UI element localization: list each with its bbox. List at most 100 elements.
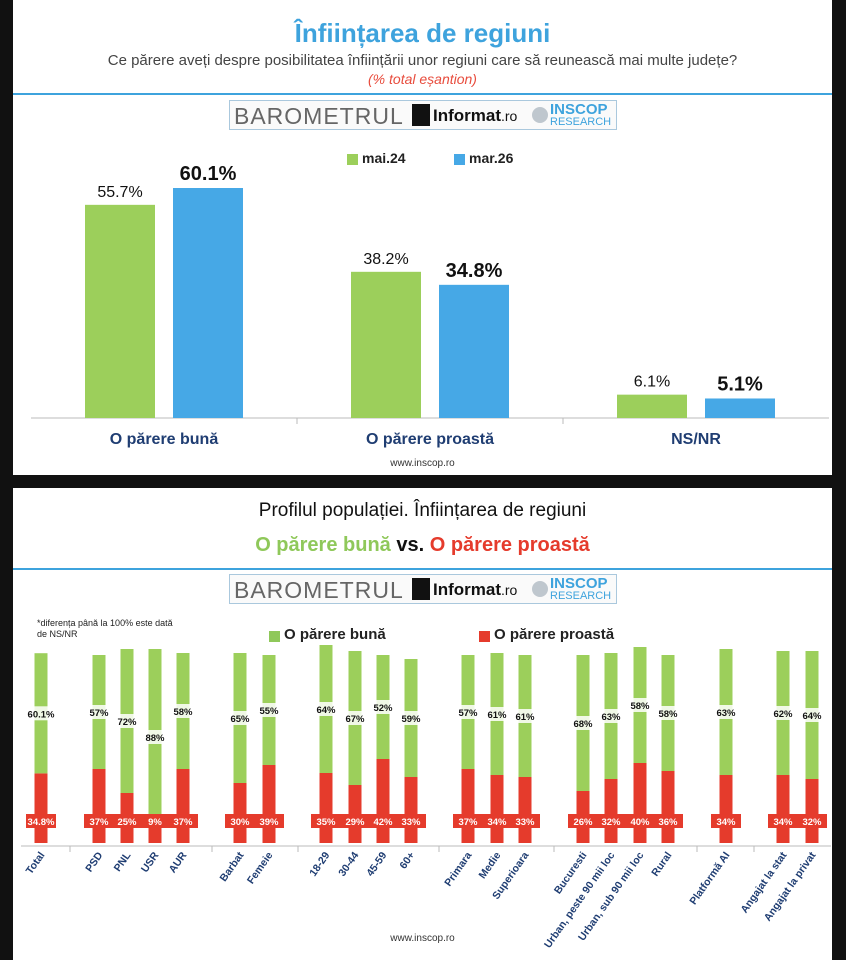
logo-informat-text: Informat.ro <box>433 106 518 125</box>
bar-bad <box>233 783 247 843</box>
bar-value-label: 38.2% <box>363 251 408 268</box>
bad-value-label: 32% <box>802 817 822 828</box>
good-value-label: 58% <box>658 709 678 720</box>
category-label: Angajat la privat <box>762 849 819 923</box>
good-value-label: 62% <box>773 709 793 720</box>
good-value-label: 65% <box>230 714 250 725</box>
value-label-bg <box>711 814 741 828</box>
value-label-bg <box>568 814 598 828</box>
bad-value-label: 9% <box>148 817 162 828</box>
chart-title: Înființarea de regiuni <box>294 18 551 48</box>
bar <box>173 188 243 418</box>
category-label: 60+ <box>397 850 417 871</box>
legend-label-mai24: mai.24 <box>362 150 406 166</box>
value-label-bg <box>625 698 655 712</box>
barometer-logo: BAROMETRUL Informat.ro INSCOP RESEARCH <box>229 100 617 130</box>
bar-chart-regions: O părere bună 55.7% 60.1% O părere proastă 3… <box>31 163 829 448</box>
value-label-bg <box>225 711 255 725</box>
good-value-label: 57% <box>89 708 109 719</box>
profile-title: Profilul populației. Înființarea de regi… <box>258 500 587 521</box>
bad-value-label: 34% <box>487 817 507 828</box>
value-label-bg <box>510 814 540 828</box>
bad-value-label: 37% <box>173 817 193 828</box>
legend-swatch-mai24 <box>347 154 358 165</box>
bar-bad <box>490 775 504 843</box>
bad-value-label: 34% <box>773 817 793 828</box>
good-value-label: 88% <box>145 733 165 744</box>
subtitle-bad: O părere proastă <box>429 534 590 556</box>
good-value-label: 55% <box>259 706 279 717</box>
bad-value-label: 35% <box>316 817 336 828</box>
value-label-bg <box>26 814 56 828</box>
bar-bad <box>518 777 532 843</box>
bar-bad <box>148 825 162 843</box>
logo-barometrul-text: BAROMETRUL <box>234 103 404 129</box>
source-url: www.inscop.ro <box>390 933 455 944</box>
category-label: PSD <box>83 849 105 874</box>
good-value-label: 57% <box>458 708 478 719</box>
good-value-label: 60.1% <box>28 709 55 720</box>
bad-value-label: 29% <box>345 817 365 828</box>
sample-note: (% total eșantion) <box>368 71 477 87</box>
bad-value-label: 25% <box>117 817 137 828</box>
informat-logo-icon <box>412 104 430 126</box>
subtitle-vs: vs. <box>390 534 430 556</box>
value-label-bg <box>84 705 114 719</box>
good-value-label: 58% <box>630 701 650 712</box>
bad-value-label: 33% <box>515 817 535 828</box>
bar <box>351 271 421 418</box>
bad-value-label: 34% <box>716 817 736 828</box>
bar-bad <box>604 779 618 843</box>
legend-label-bad: O părere proastă <box>494 626 615 643</box>
good-value-label: 63% <box>601 712 621 723</box>
value-label-bg <box>396 814 426 828</box>
good-value-label: 64% <box>802 711 822 722</box>
good-value-label: 68% <box>573 719 593 730</box>
value-label-bg <box>340 711 370 725</box>
value-label-bg <box>368 700 398 714</box>
bar-bad <box>92 769 106 843</box>
value-label-bg <box>625 814 655 828</box>
value-label-bg <box>168 814 198 828</box>
category-label: O părere proastă <box>366 431 494 448</box>
category-label: Rural <box>649 850 674 879</box>
legend-label-good: O părere bună <box>284 626 386 643</box>
header-divider <box>13 568 832 570</box>
logo-research-text: RESEARCH <box>550 590 612 602</box>
category-label: NS/NR <box>671 431 721 448</box>
good-value-label: 61% <box>515 712 535 723</box>
value-label-bg <box>140 730 170 744</box>
value-label-bg <box>482 707 512 721</box>
bar-value-label: 5.1% <box>717 373 763 395</box>
bar <box>617 394 687 418</box>
bad-value-label: 37% <box>458 817 478 828</box>
good-value-label: 59% <box>401 714 421 725</box>
good-value-label: 52% <box>373 703 393 714</box>
logo-inscop-text: INSCOP <box>550 101 608 118</box>
value-label-bg <box>140 814 170 828</box>
subtitle-good: O părere bună <box>255 534 391 556</box>
bad-value-label: 26% <box>573 817 593 828</box>
bar-bad <box>461 769 475 843</box>
legend-swatch-good <box>269 631 280 642</box>
logo-inscop-text: INSCOP <box>550 575 608 592</box>
bar-value-label: 55.7% <box>97 184 142 201</box>
inscop-logo-icon <box>532 107 548 123</box>
legend-swatch-bad <box>479 631 490 642</box>
bad-value-label: 32% <box>601 817 621 828</box>
stacked-bar-chart-profile: 60.1% 34.8% Total 57% 37% PSD 72% 25% PNL 88% 9% US… <box>21 645 831 950</box>
header-divider <box>13 93 832 95</box>
category-label: Platformă AI <box>687 850 732 907</box>
bar-bad <box>404 777 418 843</box>
category-label: Medie <box>477 850 504 881</box>
legend-label-mar26: mar.26 <box>469 150 514 166</box>
bar-bad <box>376 759 390 843</box>
logo-barometrul-text: BAROMETRUL <box>234 577 404 603</box>
value-label-bg <box>711 705 741 719</box>
good-value-label: 72% <box>117 717 137 728</box>
logo-research-text: RESEARCH <box>550 116 612 128</box>
bad-value-label: 39% <box>259 817 279 828</box>
value-label-bg <box>653 814 683 828</box>
value-label-bg <box>482 814 512 828</box>
value-label-bg <box>510 709 540 723</box>
